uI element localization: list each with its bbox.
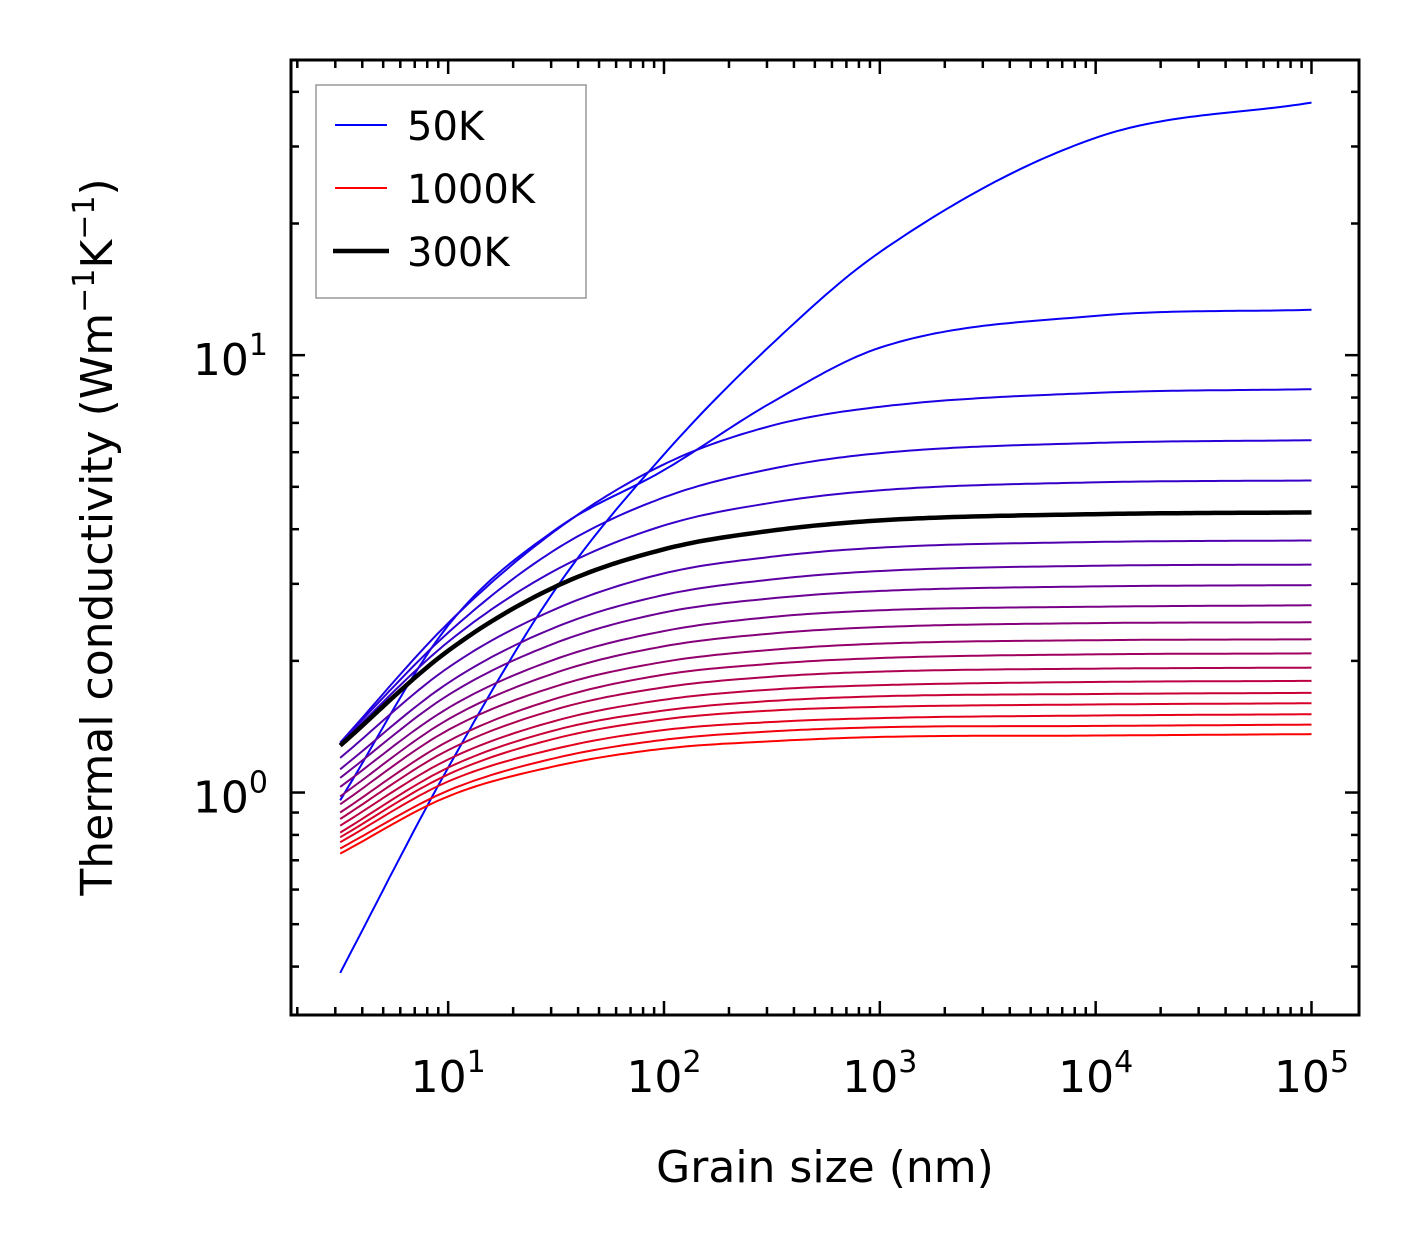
- series-line-250k: [339, 479, 1312, 745]
- series-line-800k: [339, 691, 1312, 834]
- series-layer: [338, 101, 1312, 974]
- legend-label-50k: 50K: [407, 104, 486, 150]
- x-tick-label-exponent: 1: [467, 1045, 486, 1080]
- series-line-600k: [339, 638, 1312, 806]
- series-line-150k: [339, 388, 1312, 744]
- series-line-450k: [339, 584, 1312, 779]
- x-tick-label-exponent: 2: [682, 1045, 701, 1080]
- x-tick-label: 103: [842, 1045, 917, 1103]
- series-line-1000k: [339, 733, 1312, 855]
- x-tick-label: 101: [411, 1045, 486, 1103]
- x-tick-label-exponent: 5: [1330, 1045, 1349, 1080]
- x-tick-label: 105: [1274, 1045, 1349, 1103]
- series-line-300k: [338, 510, 1312, 748]
- x-tick-label-base: 10: [1058, 1052, 1114, 1103]
- y-axis-title-mid: K: [72, 239, 123, 269]
- series-line-900k: [339, 713, 1312, 844]
- series-line-700k: [339, 666, 1312, 820]
- x-tick-label-base: 10: [626, 1052, 682, 1103]
- legend: 50K 1000K 300K: [315, 84, 587, 299]
- y-tick-label-exponent: 1: [249, 328, 268, 363]
- y-axis-title-end: ): [72, 178, 123, 195]
- x-tick-label-base: 10: [411, 1052, 467, 1103]
- y-tick-label: 100: [193, 766, 268, 824]
- series-line-100k: [339, 308, 1312, 801]
- series-line-200k: [339, 439, 1312, 744]
- x-tick-label-exponent: 3: [898, 1045, 917, 1080]
- y-tick-label-base: 10: [193, 773, 249, 824]
- plot-frame: [289, 58, 1361, 1017]
- series-line-500k: [339, 604, 1312, 788]
- y-axis-title: Thermal conductivity (Wm−1K−1): [67, 178, 123, 896]
- x-tick-label-exponent: 4: [1114, 1045, 1133, 1080]
- series-line-400k: [339, 563, 1312, 771]
- y-tick-label: 101: [193, 328, 268, 386]
- series-line-550k: [339, 621, 1312, 798]
- series-line-950k: [339, 723, 1312, 850]
- series-line-350k: [339, 539, 1312, 759]
- y-tick-label-base: 10: [193, 335, 249, 386]
- legend-box: [315, 84, 587, 299]
- y-tick-label-exponent: 0: [249, 766, 268, 801]
- series-line-650k: [339, 652, 1312, 814]
- x-tick-labels: 101 102 103 104 105: [411, 1045, 1349, 1103]
- x-tick-label: 104: [1058, 1045, 1133, 1103]
- series-line-50k: [339, 101, 1312, 974]
- x-tick-label-base: 10: [1274, 1052, 1330, 1103]
- y-axis-title-sup2: −1: [67, 196, 102, 240]
- y-axis-title-main: Thermal conductivity (Wm: [72, 313, 123, 897]
- legend-label-300k: 300K: [407, 230, 511, 276]
- legend-label-1000k: 1000K: [407, 167, 537, 213]
- y-axis-title-sup1: −1: [67, 269, 102, 313]
- x-tick-label-base: 10: [842, 1052, 898, 1103]
- series-line-850k: [339, 702, 1312, 839]
- x-axis-title: Grain size (nm): [656, 1142, 994, 1193]
- x-tick-label: 102: [626, 1045, 701, 1103]
- series-line-750k: [339, 679, 1312, 827]
